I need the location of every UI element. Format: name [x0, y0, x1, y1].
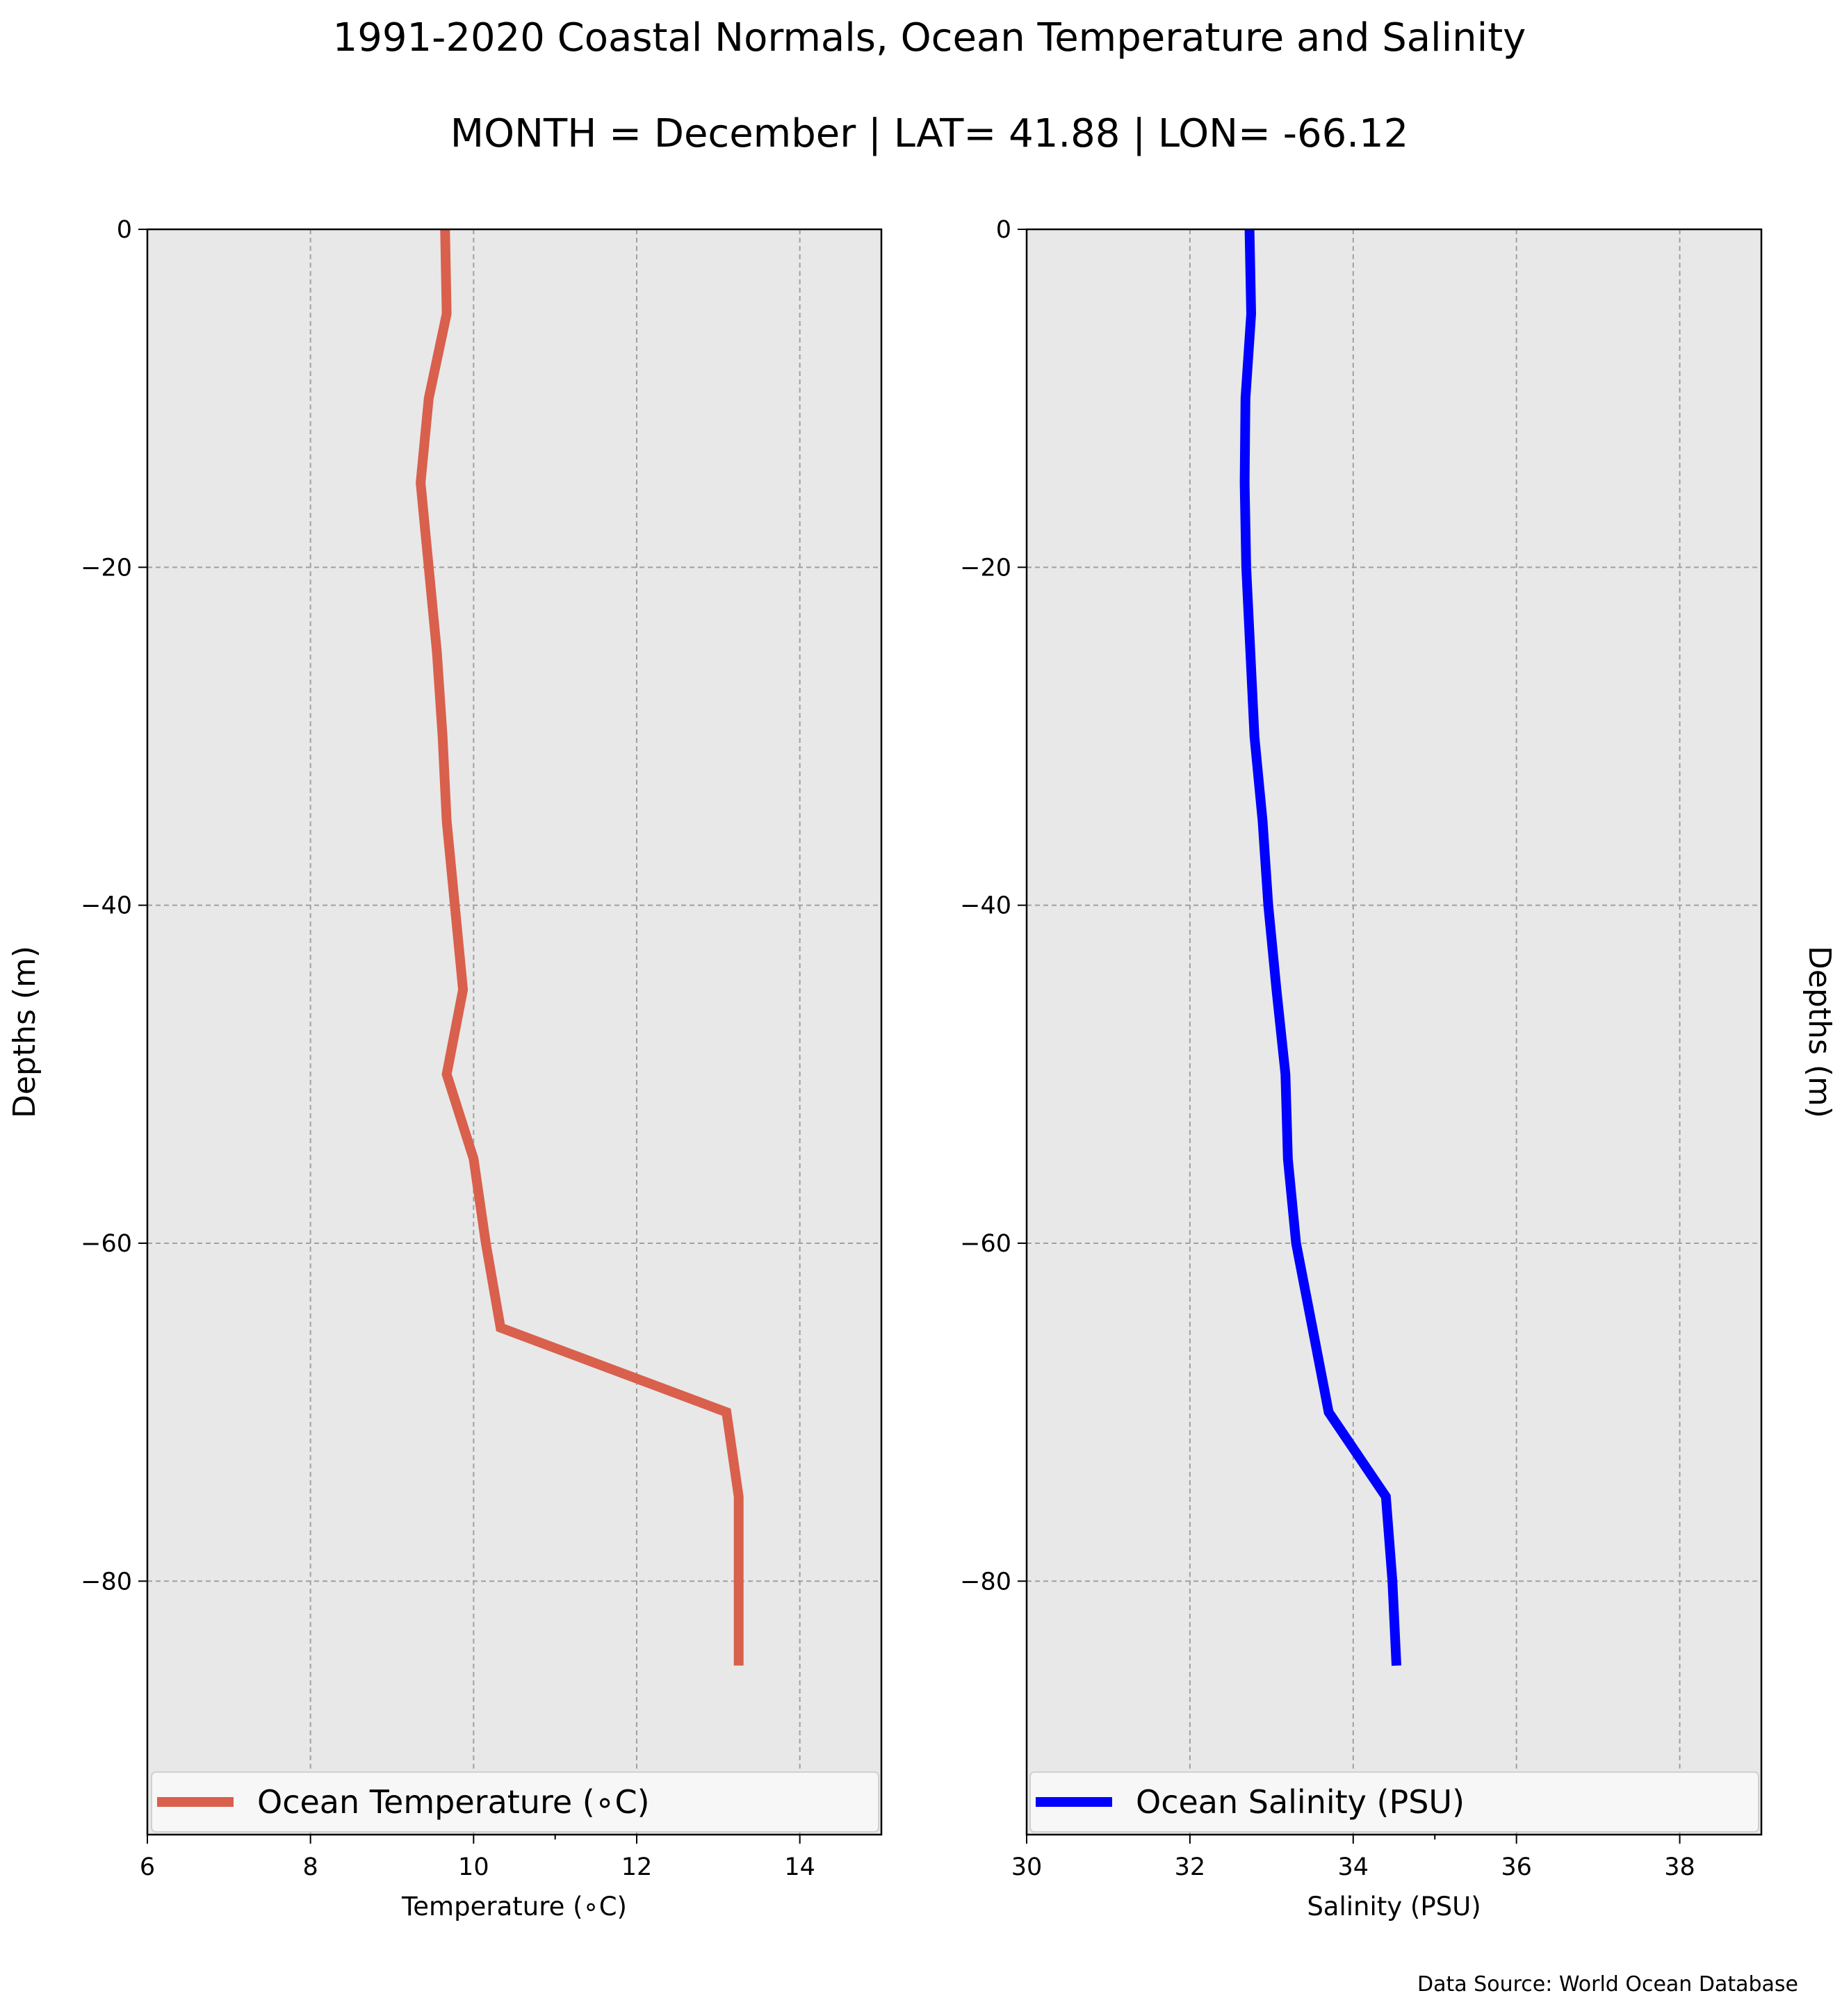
salinity-x-tick-label: 32	[1175, 1853, 1206, 1881]
salinity-x-axis-label: Salinity (PSU)	[1307, 1892, 1481, 1921]
temperature-y-tick-label: 0	[117, 216, 132, 244]
salinity-profile-line	[1239, 229, 1401, 1666]
temperature-legend-label: Ocean Temperature (∘C)	[257, 1783, 650, 1821]
temperature-x-tick-label: 12	[621, 1853, 653, 1881]
temperature-legend: Ocean Temperature (∘C)	[151, 1771, 879, 1833]
temperature-x-axis-label: Temperature (∘C)	[401, 1892, 627, 1921]
data-source-note: Data Source: World Ocean Database	[1417, 1972, 1798, 1997]
salinity-panel: 30 32 34 36 38 0 −20 −40 −60 −80 Ocean Salinity (P…	[960, 216, 1837, 1921]
temperature-y-tick-label: −60	[81, 1230, 132, 1258]
temperature-y-axis-label: Depths (m)	[7, 946, 42, 1118]
salinity-x-tick-label: 30	[1011, 1853, 1043, 1881]
figure-subtitle: MONTH = December | LAT= 41.88 | LON= -66…	[450, 111, 1409, 156]
figure-title: 1991-2020 Coastal Normals, Ocean Tempera…	[333, 15, 1526, 60]
salinity-y-tick-label: −40	[960, 892, 1011, 920]
salinity-legend: Ocean Salinity (PSU)	[1029, 1771, 1759, 1833]
salinity-y-axis-label: Depths (m)	[1802, 946, 1837, 1118]
temperature-y-tick-label: −40	[81, 892, 132, 920]
temperature-x-tick-label: 6	[140, 1853, 155, 1881]
temperature-panel: 6 8 10 12 14 0 −20 −40 −60 −80 Ocean Temperature (…	[7, 216, 883, 1921]
temperature-x-tick-label: 14	[784, 1853, 815, 1881]
salinity-x-tick-label: 38	[1664, 1853, 1695, 1881]
salinity-legend-frame	[1029, 1771, 1759, 1833]
temperature-y-tick-label: −20	[81, 554, 132, 582]
salinity-axes-frame	[1025, 228, 1763, 1836]
temperature-axes-background	[147, 229, 881, 1835]
temperature-legend-frame	[151, 1771, 879, 1833]
salinity-legend-label: Ocean Salinity (PSU)	[1136, 1783, 1465, 1821]
salinity-x-tick-label: 36	[1501, 1853, 1532, 1881]
temperature-y-tick-label: −80	[81, 1568, 132, 1596]
temperature-x-tick-label: 10	[458, 1853, 489, 1881]
temperature-profile-line	[416, 229, 744, 1666]
temperature-axes-frame	[146, 228, 883, 1836]
salinity-y-tick-label: −60	[960, 1230, 1011, 1258]
salinity-y-tick-label: 0	[996, 216, 1011, 244]
temperature-x-tick-label: 8	[303, 1853, 318, 1881]
salinity-y-tick-label: −20	[960, 554, 1011, 582]
salinity-y-tick-label: −80	[960, 1568, 1011, 1596]
salinity-x-tick-label: 34	[1338, 1853, 1369, 1881]
